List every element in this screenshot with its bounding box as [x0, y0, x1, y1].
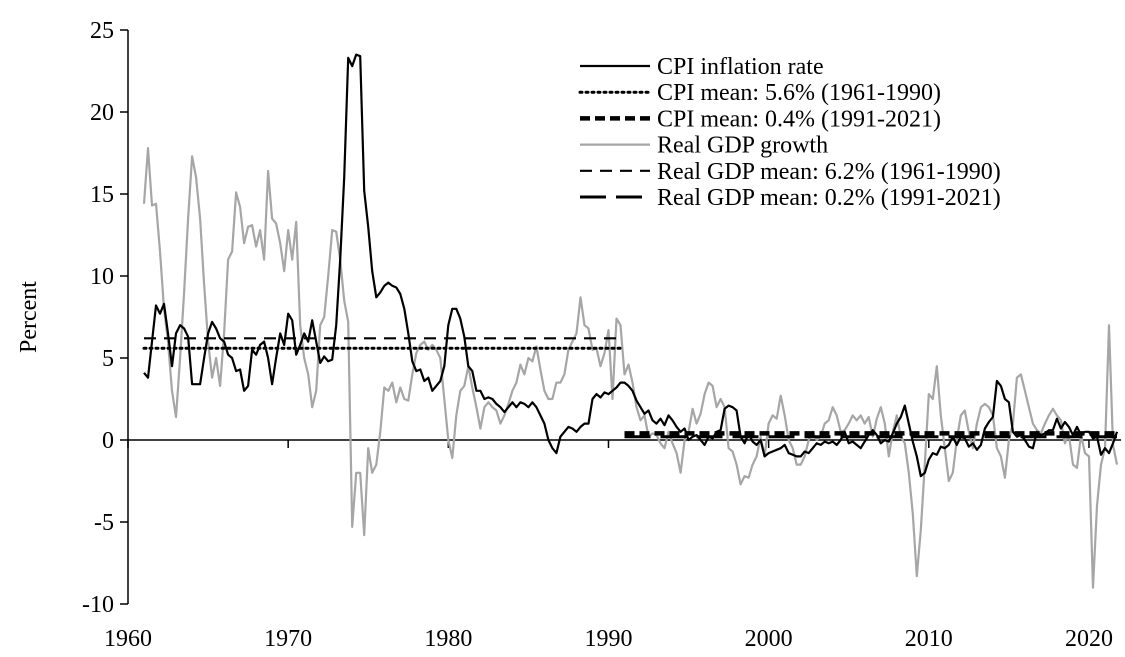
y-tick-label: 15 — [90, 182, 114, 208]
legend-label: CPI mean: 0.4% (1991-2021) — [657, 106, 941, 132]
legend-label: Real GDP mean: 6.2% (1961-1990) — [657, 159, 1001, 185]
y-tick-label: -10 — [82, 592, 114, 618]
x-tick-label: 2000 — [745, 626, 793, 652]
legend-label: CPI mean: 5.6% (1961-1990) — [657, 80, 941, 106]
legend-label: CPI inflation rate — [657, 54, 824, 80]
legend-label: Real GDP growth — [657, 133, 828, 159]
y-tick-label: 0 — [102, 428, 114, 454]
y-tick-label: 10 — [90, 264, 114, 290]
x-tick-label: 1970 — [264, 626, 312, 652]
y-tick-label: 5 — [102, 346, 114, 372]
y-tick-label: 20 — [90, 100, 114, 126]
x-tick-label: 2020 — [1065, 626, 1113, 652]
x-tick-label: 1980 — [424, 626, 472, 652]
x-tick-label: 1960 — [104, 626, 152, 652]
x-tick-label: 1990 — [584, 626, 632, 652]
series-line — [142, 147, 1119, 589]
legend-label: Real GDP mean: 0.2% (1991-2021) — [657, 185, 1001, 211]
y-axis-label: Percent — [16, 281, 42, 353]
y-tick-label: 25 — [90, 18, 114, 44]
x-tick-label: 2010 — [905, 626, 953, 652]
y-tick-label: -5 — [94, 510, 114, 536]
